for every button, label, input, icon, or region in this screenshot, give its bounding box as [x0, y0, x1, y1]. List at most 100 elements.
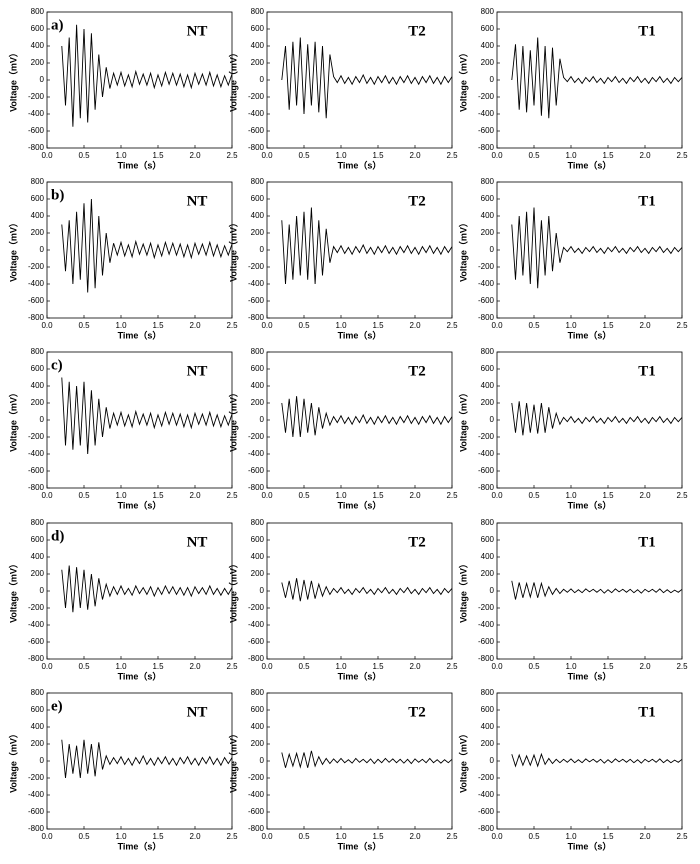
panel-title: T1: [638, 363, 656, 379]
y-axis-label: Voltage（mV）: [8, 729, 18, 793]
y-tick-label: 600: [251, 705, 265, 714]
y-axis-label: Voltage（mV）: [458, 218, 468, 282]
signal-line: [281, 37, 453, 119]
y-tick-label: -600: [478, 296, 495, 305]
chart-panel: -800 -600 -400 -200 0 200 400 600 800 0.0 0.5 1.0 1.…: [228, 518, 458, 681]
signal-line: [511, 752, 683, 768]
y-tick-label: -800: [478, 483, 495, 492]
chart-panel: -800 -600 -400 -200 0 200 400 600 800 0.0 0.5 1.0 1.…: [228, 688, 458, 851]
y-tick-label: -200: [248, 603, 265, 612]
y-tick-label: 0: [40, 75, 45, 84]
y-tick-label: -800: [28, 313, 45, 322]
y-tick-label: -400: [28, 449, 45, 458]
chart-panel: -800 -600 -400 -200 0 200 400 600 800 0.0 0.5 1.0 1.…: [458, 518, 688, 681]
x-tick-label: 2.5: [226, 321, 238, 330]
y-tick-label: 200: [31, 398, 45, 407]
panel-title: T2: [408, 193, 426, 209]
y-tick-label: -600: [478, 126, 495, 135]
panel-title: T1: [638, 704, 656, 720]
y-axis-label: Voltage（mV）: [458, 388, 468, 452]
x-tick-label: 1.5: [602, 832, 614, 841]
panel-title: T2: [408, 23, 426, 39]
y-tick-label: 0: [490, 415, 495, 424]
y-tick-label: -800: [478, 143, 495, 152]
y-tick-label: 800: [31, 688, 45, 697]
y-tick-label: 0: [490, 245, 495, 254]
y-tick-label: -400: [478, 620, 495, 629]
x-tick-label: 1.5: [152, 321, 164, 330]
x-tick-label: 1.0: [335, 491, 347, 500]
panel-title: T2: [408, 704, 426, 720]
y-tick-label: -600: [28, 466, 45, 475]
y-tick-label: -600: [248, 126, 265, 135]
x-tick-label: 2.5: [226, 832, 238, 841]
y-axis-label: Voltage（mV）: [458, 559, 468, 623]
x-tick-label: 1.0: [335, 832, 347, 841]
y-tick-label: -600: [248, 466, 265, 475]
panel-title: T1: [638, 534, 656, 550]
signal-line: [511, 207, 683, 289]
x-tick-label: 0.0: [491, 662, 503, 671]
x-tick-label: 1.5: [152, 151, 164, 160]
chart-panel: -800 -600 -400 -200 0 200 400 600 800 0.0 0.5 1.0 1.…: [8, 688, 238, 851]
y-axis-label: Voltage（mV）: [228, 388, 238, 452]
y-tick-label: -600: [478, 466, 495, 475]
panel-title: NT: [187, 363, 208, 379]
y-tick-label: 0: [260, 75, 265, 84]
y-tick-label: 200: [31, 228, 45, 237]
y-tick-label: 800: [481, 688, 495, 697]
y-tick-label: 800: [31, 518, 45, 527]
x-axis-label: Time（s）: [568, 500, 612, 510]
y-tick-label: 800: [251, 177, 265, 186]
chart-panel: -800 -600 -400 -200 0 200 400 600 800 0.0 0.5 1.0 1.…: [8, 518, 238, 681]
x-tick-label: 2.0: [639, 491, 651, 500]
y-tick-label: 600: [31, 364, 45, 373]
x-axis-label: Time（s）: [568, 841, 612, 851]
x-axis-label: Time（s）: [568, 330, 612, 340]
y-tick-label: -200: [478, 262, 495, 271]
y-axis-label: Voltage（mV）: [458, 729, 468, 793]
panel-label: c): [51, 357, 63, 373]
y-tick-label: -600: [28, 296, 45, 305]
x-tick-label: 2.5: [446, 832, 458, 841]
x-tick-label: 0.0: [491, 321, 503, 330]
x-axis-label: Time（s）: [118, 330, 162, 340]
y-tick-label: -800: [478, 654, 495, 663]
x-tick-label: 0.5: [298, 662, 310, 671]
y-tick-label: -400: [248, 109, 265, 118]
x-tick-label: 0.5: [78, 491, 90, 500]
x-tick-label: 1.0: [115, 832, 127, 841]
y-tick-label: 200: [31, 739, 45, 748]
y-tick-label: -600: [28, 807, 45, 816]
x-axis-label: Time（s）: [118, 160, 162, 170]
y-tick-label: 200: [481, 569, 495, 578]
y-tick-label: 400: [251, 722, 265, 731]
y-tick-label: -200: [248, 262, 265, 271]
chart-panel: -800 -600 -400 -200 0 200 400 600 800 0.0 0.5 1.0 1.…: [458, 688, 688, 851]
x-axis-label: Time（s）: [338, 160, 382, 170]
x-tick-label: 0.0: [41, 491, 53, 500]
y-axis-label: Voltage（mV）: [228, 729, 238, 793]
x-tick-label: 2.0: [409, 151, 421, 160]
y-tick-label: 600: [31, 705, 45, 714]
y-tick-label: 800: [251, 518, 265, 527]
x-tick-label: 2.0: [189, 662, 201, 671]
y-tick-label: 400: [251, 41, 265, 50]
panel-title: T2: [408, 363, 426, 379]
x-tick-label: 2.0: [409, 832, 421, 841]
signal-line: [281, 750, 453, 769]
y-tick-label: 200: [481, 58, 495, 67]
y-tick-label: 200: [251, 228, 265, 237]
x-tick-label: 2.5: [676, 151, 688, 160]
x-tick-label: 0.0: [261, 151, 273, 160]
chart-panel: -800 -600 -400 -200 0 200 400 600 800 0.0 0.5 1.0 1.…: [8, 7, 238, 170]
x-tick-label: 1.5: [602, 491, 614, 500]
y-tick-label: 400: [251, 211, 265, 220]
x-tick-label: 1.5: [152, 662, 164, 671]
y-tick-label: 800: [31, 177, 45, 186]
x-tick-label: 0.5: [528, 151, 540, 160]
panel-title: NT: [187, 193, 208, 209]
y-tick-label: 400: [31, 41, 45, 50]
x-axis-label: Time（s）: [338, 330, 382, 340]
x-tick-label: 0.5: [78, 662, 90, 671]
